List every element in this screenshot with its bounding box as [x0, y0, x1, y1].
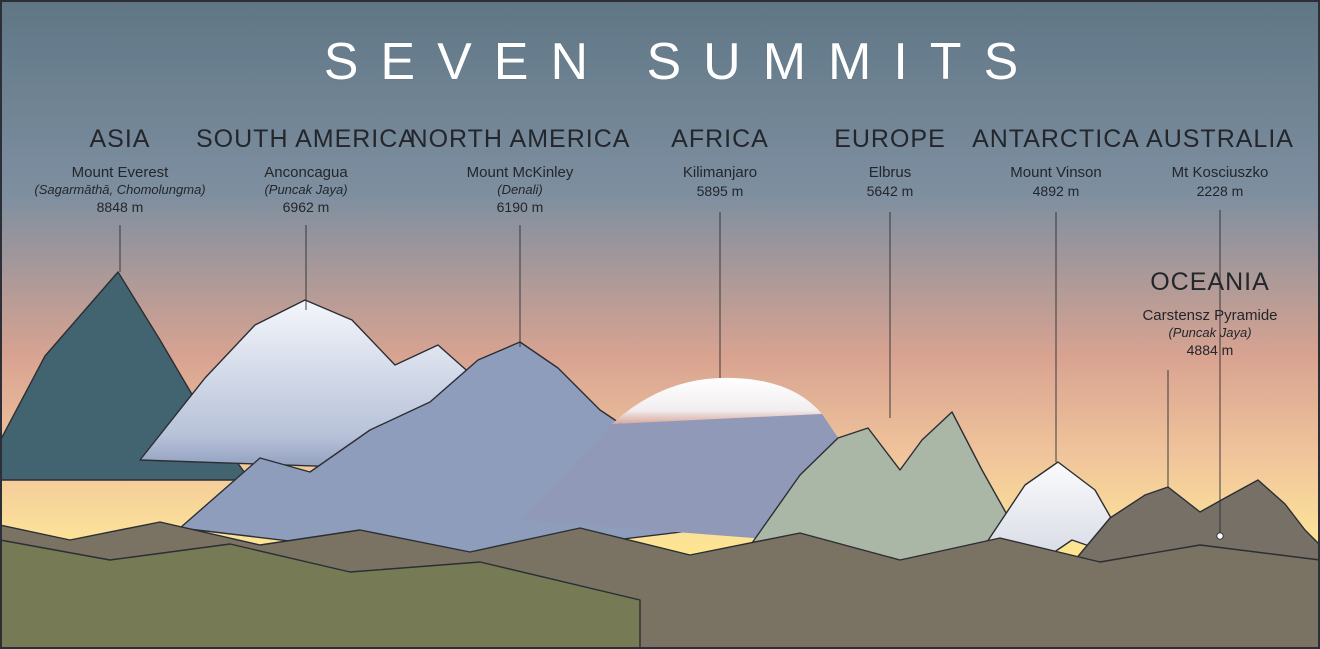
summit-label-oceania: OCEANIA Carstensz Pyramide(Puncak Jaya) 48… [1142, 268, 1277, 358]
mountain-height: 6962 m [196, 199, 416, 215]
summit-label-north-america: NORTH AMERICA Mount McKinley(Denali) 6190 … [410, 125, 631, 215]
mountain-name: Mount Vinson [972, 164, 1140, 181]
summit-label-africa: AFRICA Kilimanjaro 5895 m [671, 125, 769, 199]
mountain-height: 8848 m [34, 199, 205, 215]
mountain-name: Mount Everest [34, 164, 205, 181]
mountain-name: Anconcagua [196, 164, 416, 181]
continent-name: NORTH AMERICA [410, 125, 631, 154]
mountain-name: Elbrus [834, 164, 946, 181]
summit-label-antarctica: ANTARCTICA Mount Vinson 4892 m [972, 125, 1140, 199]
mountain-alt-name: (Denali) [410, 182, 631, 197]
mountain-height: 2228 m [1146, 183, 1294, 199]
infographic-stage: SEVEN SUMMITS ASIAMount Everest(Sagarmāt… [0, 0, 1320, 649]
mountain-alt-name: (Sagarmāthā, Chomolungma) [34, 182, 205, 197]
mountain-name: Mount McKinley [410, 164, 631, 181]
mountain-height: 4892 m [972, 183, 1140, 199]
continent-name: AUSTRALIA [1146, 125, 1294, 154]
mountain-name: Mt Kosciuszko [1146, 164, 1294, 181]
mountain-height: 5895 m [671, 183, 769, 199]
continent-name: ANTARCTICA [972, 125, 1140, 154]
continent-name: OCEANIA [1142, 268, 1277, 297]
mountain-name: Carstensz Pyramide [1142, 307, 1277, 324]
mountain-height: 4884 m [1142, 342, 1277, 358]
continent-name: ASIA [34, 125, 205, 154]
summit-label-south-america: SOUTH AMERICA Anconcagua(Puncak Jaya) 6962… [196, 125, 416, 215]
continent-name: EUROPE [834, 125, 946, 154]
continent-name: SOUTH AMERICA [196, 125, 416, 154]
summit-label-australia: AUSTRALIA Mt Kosciuszko 2228 m [1146, 125, 1294, 199]
summit-labels: ASIA Mount Everest(Sagarmāthā, Chomolungm… [0, 0, 1320, 649]
continent-name: AFRICA [671, 125, 769, 154]
mountain-height: 5642 m [834, 183, 946, 199]
mountain-alt-name: (Puncak Jaya) [1142, 325, 1277, 340]
summit-label-asia: ASIA Mount Everest(Sagarmāthā, Chomolungm… [34, 125, 205, 215]
mountain-alt-name: (Puncak Jaya) [196, 182, 416, 197]
mountain-name: Kilimanjaro [671, 164, 769, 181]
mountain-height: 6190 m [410, 199, 631, 215]
summit-label-europe: EUROPE Elbrus 5642 m [834, 125, 946, 199]
